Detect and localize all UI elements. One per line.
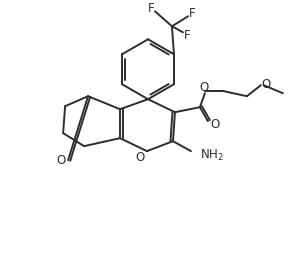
Text: O: O xyxy=(261,77,271,90)
Text: O: O xyxy=(210,117,220,130)
Text: O: O xyxy=(135,150,145,163)
Text: O: O xyxy=(199,81,209,93)
Text: O: O xyxy=(56,153,66,166)
Text: NH$_2$: NH$_2$ xyxy=(200,147,224,162)
Text: F: F xyxy=(184,29,190,42)
Text: F: F xyxy=(188,7,195,20)
Text: F: F xyxy=(148,2,154,15)
